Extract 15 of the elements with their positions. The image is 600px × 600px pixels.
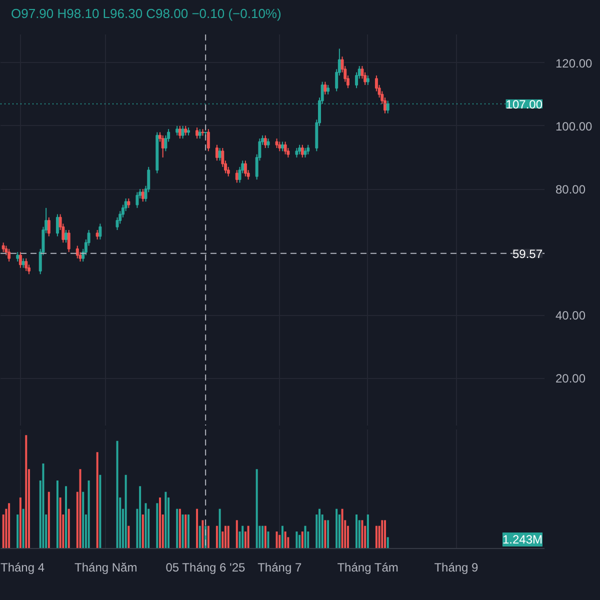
y-tick-label: 120.00 — [556, 56, 593, 70]
annotation: 1.243M — [502, 532, 543, 546]
text: O97.90 H98.10 L96.30 C98.00 −0.10 (−0.10%) — [11, 5, 282, 23]
y-tick-label: 80.00 — [556, 182, 586, 197]
y-tick-label: 40.00 — [556, 308, 586, 323]
ref-line-label: 107.00 — [506, 97, 543, 112]
x-tick-label: Tháng 4 — [0, 560, 45, 574]
x-tick-label: Tháng Năm — [74, 560, 138, 574]
y-tick-label: 20.00 — [556, 372, 586, 386]
x-tick-label: Tháng 7 — [258, 560, 302, 574]
x-tick-label: Tháng 9 — [434, 560, 479, 574]
ref-line-label: 59.57 — [512, 246, 543, 261]
y-tick-label: 100.00 — [556, 119, 593, 134]
x-tick-label: Tháng Tám — [337, 560, 398, 574]
ref-line-label: 05 Tháng 6 '25 — [166, 560, 246, 574]
